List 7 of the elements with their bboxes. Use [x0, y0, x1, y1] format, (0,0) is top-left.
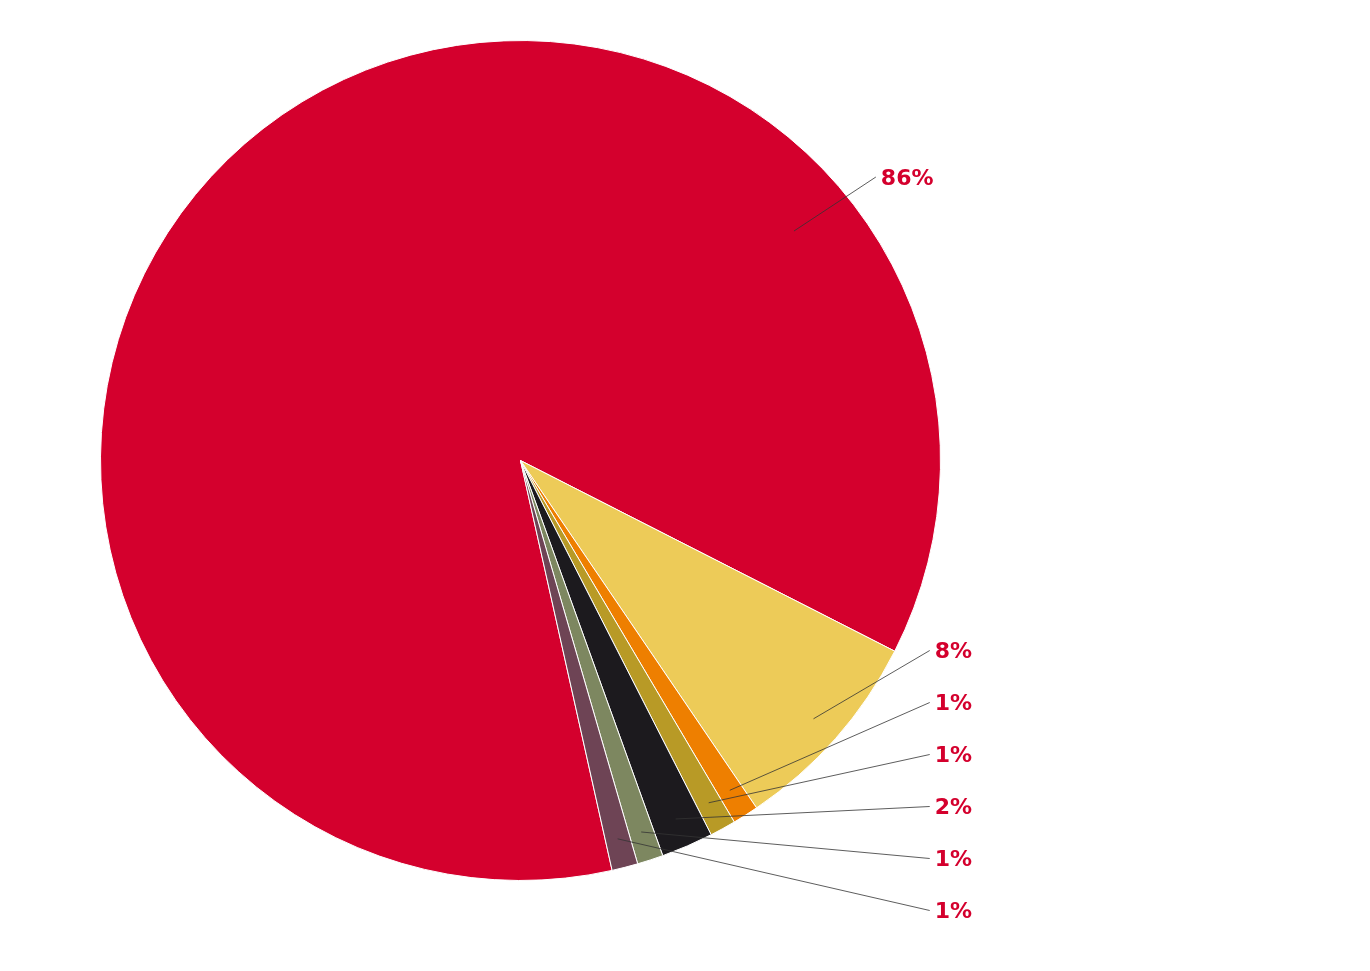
data-label: 1%: [934, 742, 973, 767]
data-label: 86%: [880, 164, 934, 190]
data-label: 1%: [934, 846, 973, 871]
data-label: 1%: [934, 898, 973, 923]
data-label: 8%: [934, 638, 973, 663]
data-label: 2%: [934, 794, 973, 819]
data-label: 1%: [934, 690, 973, 715]
